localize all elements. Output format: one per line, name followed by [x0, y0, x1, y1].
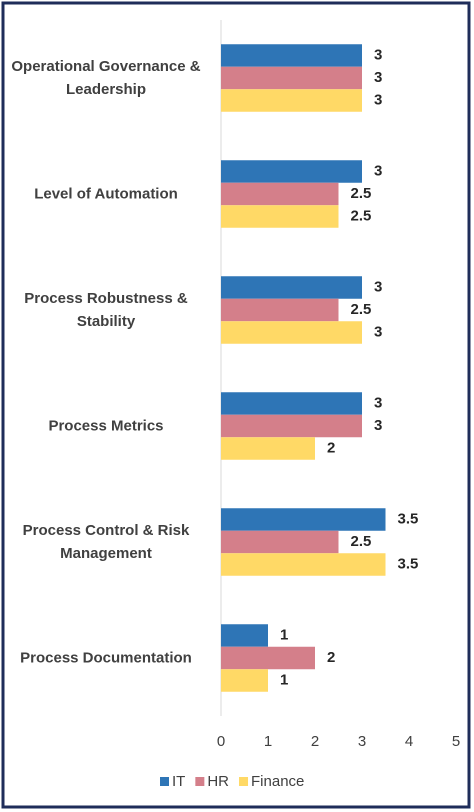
category-label: Process Metrics	[48, 417, 164, 435]
legend-label: HR	[207, 773, 229, 790]
bar	[221, 646, 315, 670]
bar	[221, 508, 386, 531]
bar	[221, 44, 362, 67]
category-label: Process Robustness & Stability	[24, 290, 188, 330]
data-label: 3	[374, 69, 382, 86]
category-label: Process Documentation	[20, 649, 192, 667]
data-label: 3	[374, 91, 382, 108]
bar	[221, 553, 386, 576]
category-label: Process Control & Risk Management	[22, 522, 190, 562]
x-tick-label: 0	[217, 733, 225, 750]
bar	[221, 182, 339, 206]
data-label: 2.5	[351, 533, 372, 550]
bar	[221, 205, 339, 228]
legend-swatch	[195, 777, 205, 786]
bar	[221, 298, 339, 322]
bar	[221, 276, 362, 299]
bar	[221, 414, 362, 438]
bar	[221, 89, 362, 112]
data-label: 3	[374, 278, 382, 295]
bar	[221, 321, 362, 344]
data-label: 3	[374, 394, 382, 411]
legend-label: IT	[172, 773, 185, 790]
data-label: 3	[374, 162, 382, 179]
data-label: 3.5	[398, 555, 419, 572]
data-label: 2.5	[351, 207, 372, 224]
legend-label: Finance	[251, 773, 304, 790]
bar	[221, 530, 339, 554]
x-tick-label: 2	[311, 733, 319, 750]
bar	[221, 66, 362, 90]
x-tick-label: 1	[264, 733, 272, 750]
bar	[221, 624, 268, 647]
legend-swatch	[160, 777, 169, 786]
bar	[221, 437, 315, 460]
category-label: Level of Automation	[34, 185, 178, 203]
x-tick-label: 4	[405, 733, 413, 750]
data-label: 3	[374, 323, 382, 340]
legend-swatch	[239, 777, 249, 786]
bar	[221, 392, 362, 415]
data-label: 2	[327, 439, 335, 456]
data-label: 2.5	[351, 301, 372, 318]
data-label: 2.5	[351, 185, 372, 202]
data-label: 1	[280, 626, 288, 643]
x-tick-label: 3	[358, 733, 366, 750]
data-label: 2	[327, 649, 335, 666]
data-label: 3.5	[398, 510, 419, 527]
data-label: 1	[280, 671, 288, 688]
category-label: Operational Governance & Leadership	[11, 58, 201, 98]
x-tick-label: 5	[452, 733, 460, 750]
data-label: 3	[374, 417, 382, 434]
data-label: 3	[374, 46, 382, 63]
bar	[221, 669, 268, 692]
bar	[221, 160, 362, 183]
